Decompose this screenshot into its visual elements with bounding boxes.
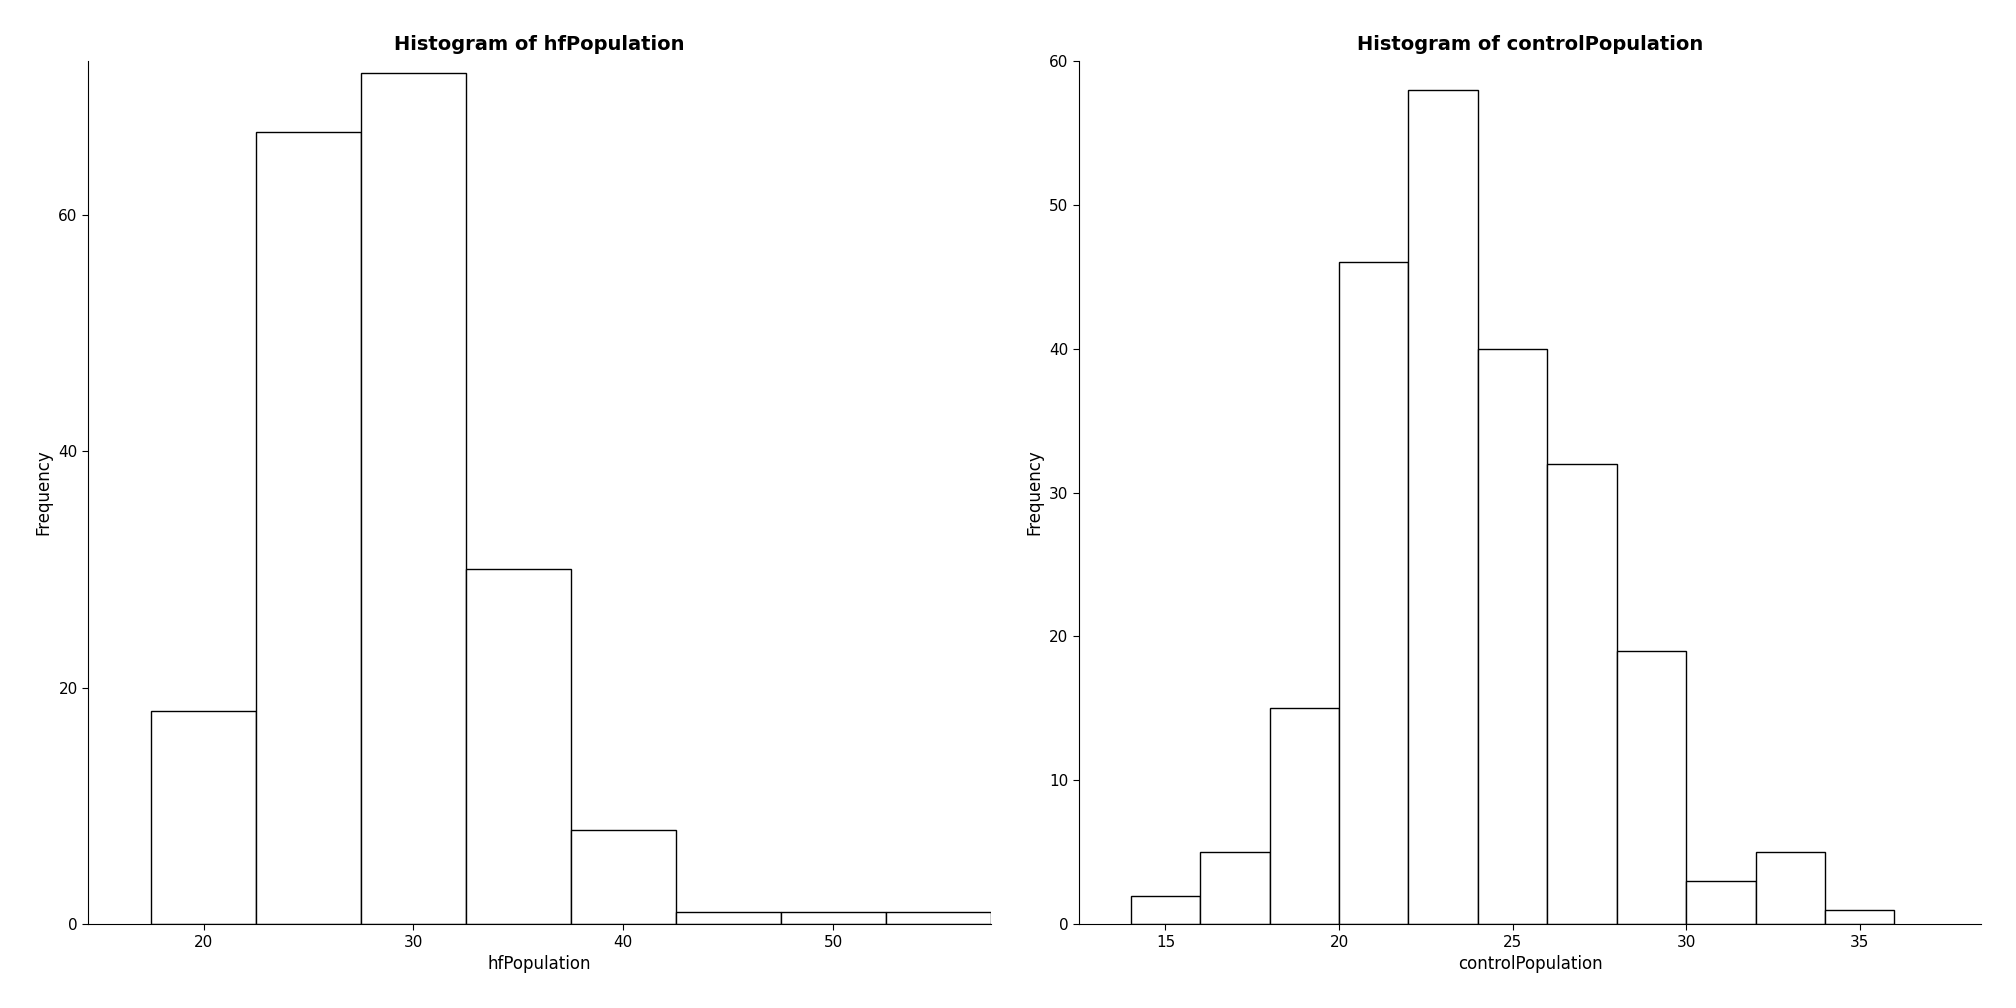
Bar [1200, 853, 1270, 924]
Title: Histogram of controlPopulation: Histogram of controlPopulation [1357, 34, 1704, 53]
Bar [1478, 349, 1548, 924]
Bar [1617, 651, 1685, 924]
Bar [780, 912, 885, 924]
Bar [1131, 895, 1200, 924]
Bar [1756, 853, 1824, 924]
Y-axis label: Frequency: Frequency [1026, 450, 1044, 535]
Y-axis label: Frequency: Frequency [34, 450, 52, 535]
Bar [256, 132, 361, 924]
Bar [1270, 709, 1339, 924]
Bar [571, 830, 675, 924]
Bar [1685, 881, 1756, 924]
Bar [361, 73, 466, 924]
Bar [1824, 910, 1895, 924]
X-axis label: hfPopulation: hfPopulation [488, 956, 591, 974]
Bar [675, 912, 780, 924]
Bar [1409, 90, 1478, 924]
Bar [151, 712, 256, 924]
Bar [466, 570, 571, 924]
Title: Histogram of hfPopulation: Histogram of hfPopulation [393, 34, 685, 53]
Bar [1548, 464, 1617, 924]
X-axis label: controlPopulation: controlPopulation [1458, 956, 1603, 974]
Bar [1339, 262, 1409, 924]
Bar [885, 912, 990, 924]
